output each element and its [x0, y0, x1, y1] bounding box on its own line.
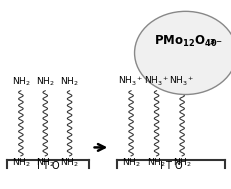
Text: NH$_3$$^+$: NH$_3$$^+$ — [118, 75, 143, 88]
Text: $\mathbf{PMo_{12}O_{40}}$: $\mathbf{PMo_{12}O_{40}}$ — [153, 34, 216, 49]
Circle shape — [134, 11, 231, 94]
Text: NH$_2$: NH$_2$ — [12, 157, 30, 169]
Text: I T O: I T O — [159, 161, 182, 171]
Text: NH$_2$: NH$_2$ — [36, 157, 54, 169]
Text: NH$_3$$^+$: NH$_3$$^+$ — [169, 75, 194, 88]
Text: NH$_2$: NH$_2$ — [60, 75, 79, 88]
Text: $\mathbf{^{3-}}$: $\mathbf{^{3-}}$ — [208, 39, 222, 49]
Text: NH$_2$: NH$_2$ — [36, 75, 54, 88]
Text: I T O: I T O — [37, 161, 59, 171]
Text: NH$_2$: NH$_2$ — [147, 157, 165, 169]
Text: NH$_2$: NH$_2$ — [60, 157, 79, 169]
Text: NH$_3$$^+$: NH$_3$$^+$ — [143, 75, 169, 88]
Text: NH$_2$: NH$_2$ — [121, 157, 140, 169]
Text: NH$_2$: NH$_2$ — [172, 157, 191, 169]
Text: NH$_2$: NH$_2$ — [12, 75, 30, 88]
